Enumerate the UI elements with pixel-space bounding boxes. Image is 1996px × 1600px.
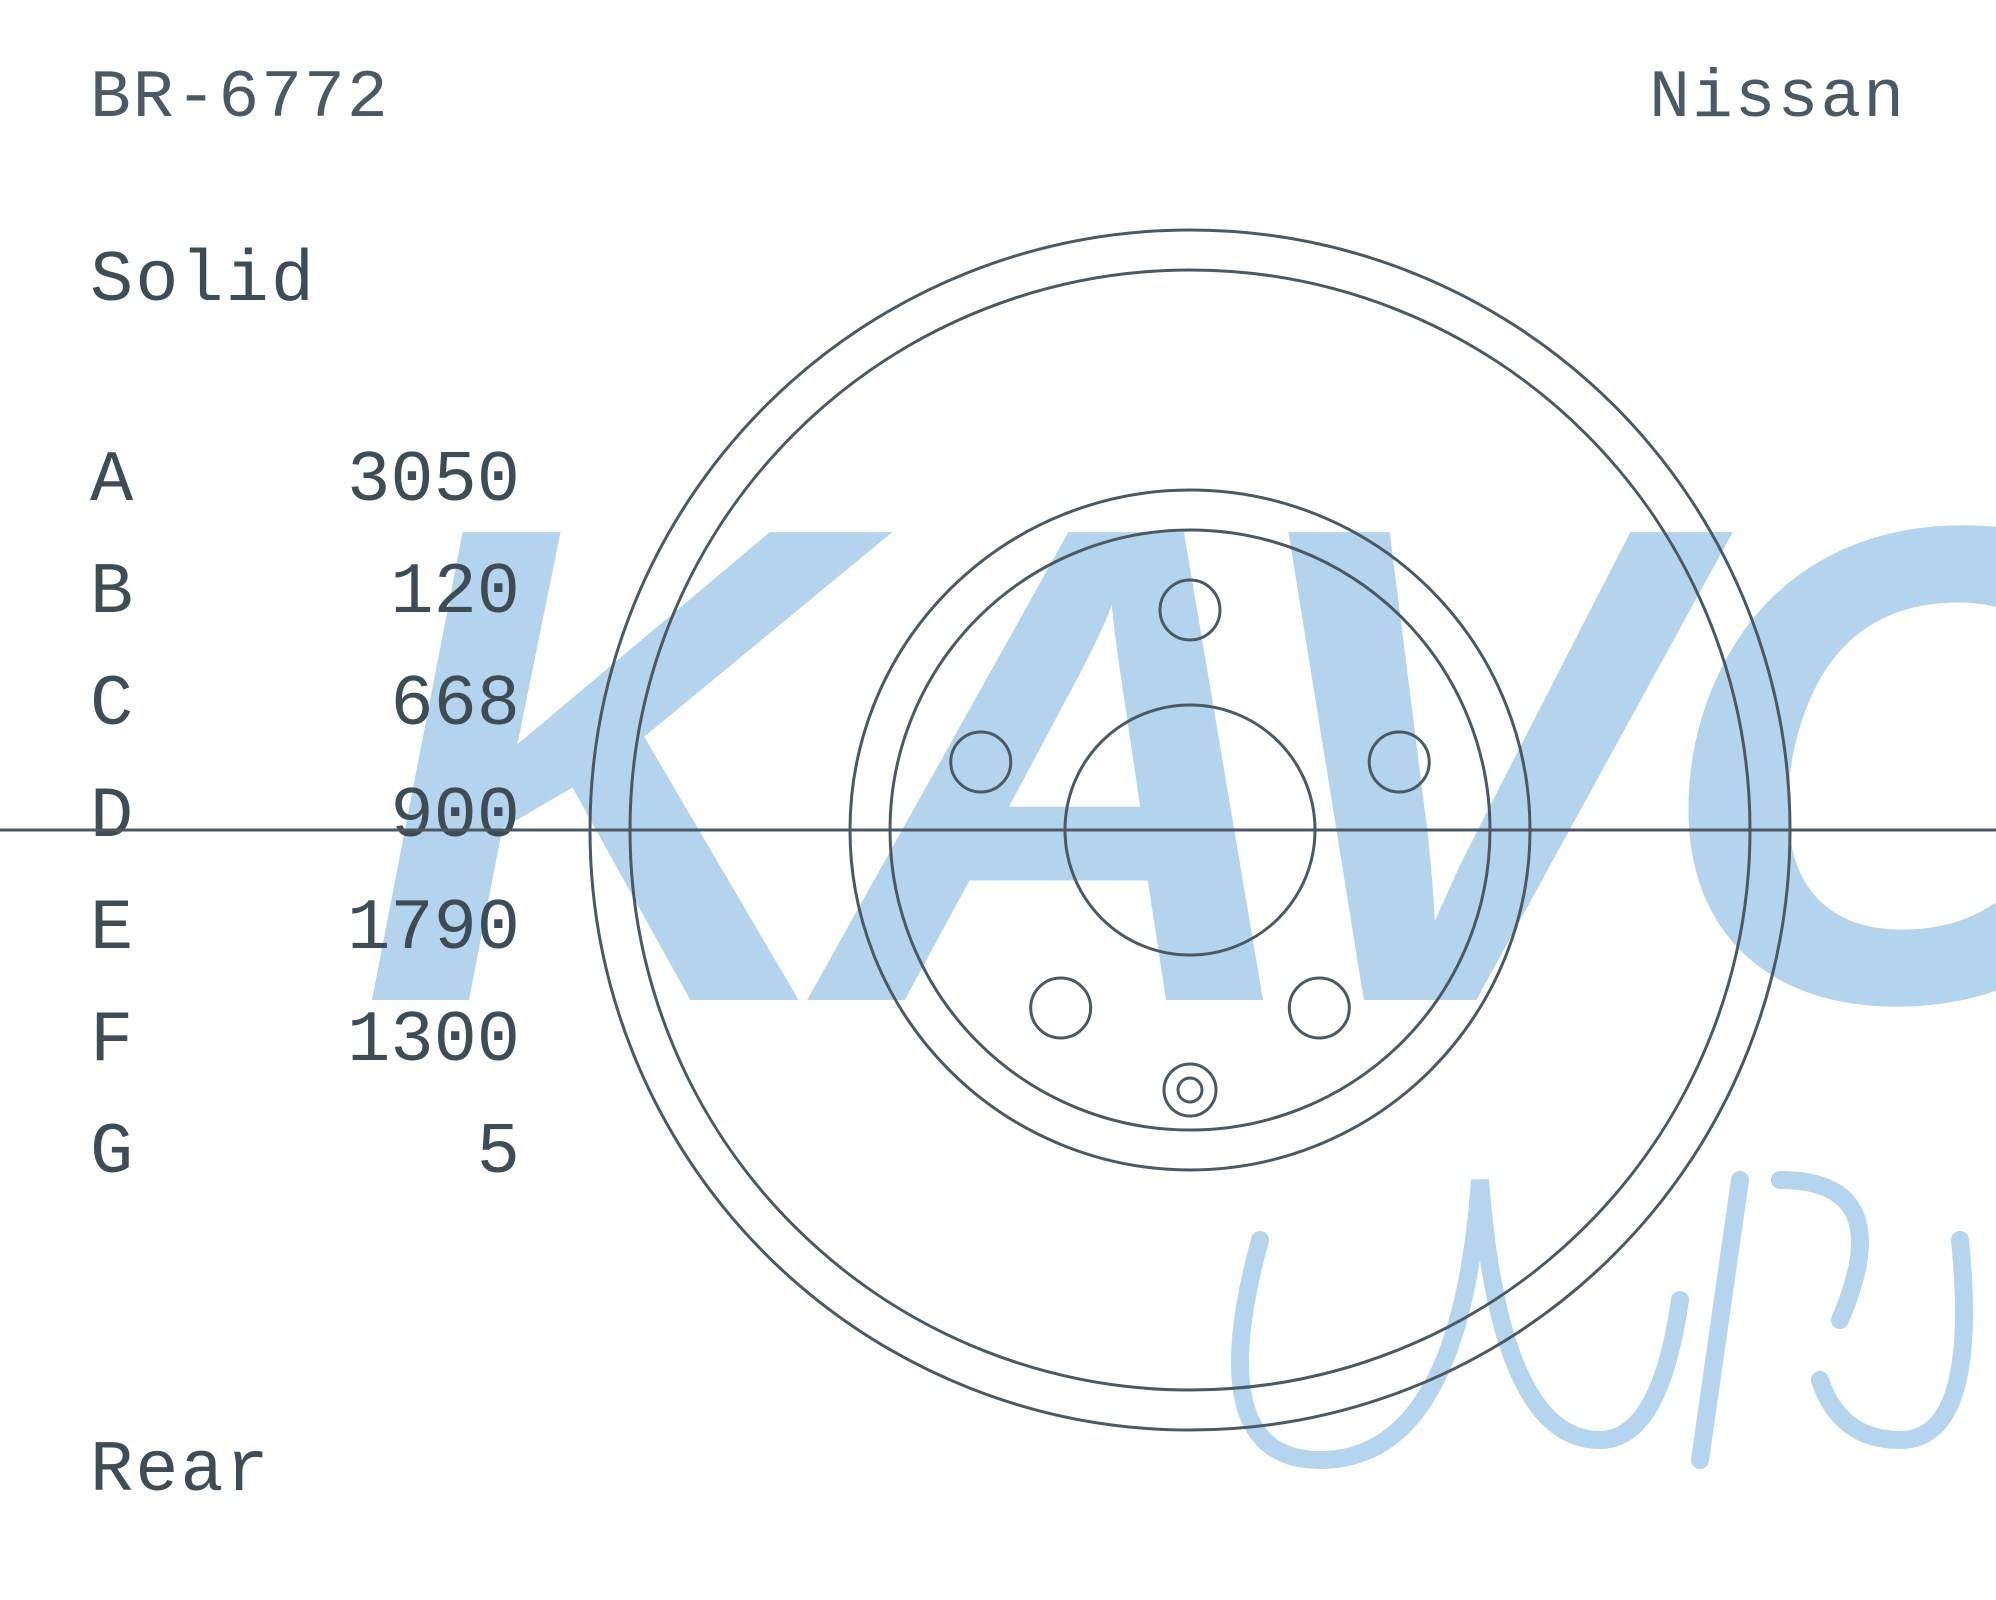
spec-value: 668: [260, 664, 520, 746]
spec-key: E: [90, 888, 260, 970]
spec-row: C 668: [90, 664, 520, 776]
position-label: Rear: [90, 1430, 271, 1512]
spec-row: F 1300: [90, 1000, 520, 1112]
spec-row: E 1790: [90, 888, 520, 1000]
spec-value: 1300: [260, 1000, 520, 1082]
spec-key: F: [90, 1000, 260, 1082]
disc-type-label: Solid: [90, 240, 316, 322]
spec-key: B: [90, 552, 260, 634]
brake-disc-diagram: [560, 200, 1820, 1460]
spec-value: 3050: [260, 440, 520, 522]
header: BR-6772 Nissan: [90, 60, 1906, 137]
spec-row: G 5: [90, 1112, 520, 1224]
brand-label: Nissan: [1649, 60, 1906, 137]
spec-value: 1790: [260, 888, 520, 970]
spec-key: D: [90, 776, 260, 858]
spec-value: 120: [260, 552, 520, 634]
spec-table: A 3050 B 120 C 668 D 900 E 1790 F 1300 G…: [90, 440, 520, 1224]
spec-value: 5: [260, 1112, 520, 1194]
spec-key: G: [90, 1112, 260, 1194]
spec-row: D 900: [90, 776, 520, 888]
spec-row: A 3050: [90, 440, 520, 552]
spec-key: C: [90, 664, 260, 746]
part-number: BR-6772: [90, 60, 390, 137]
spec-row: B 120: [90, 552, 520, 664]
spec-value: 900: [260, 776, 520, 858]
spec-key: A: [90, 440, 260, 522]
